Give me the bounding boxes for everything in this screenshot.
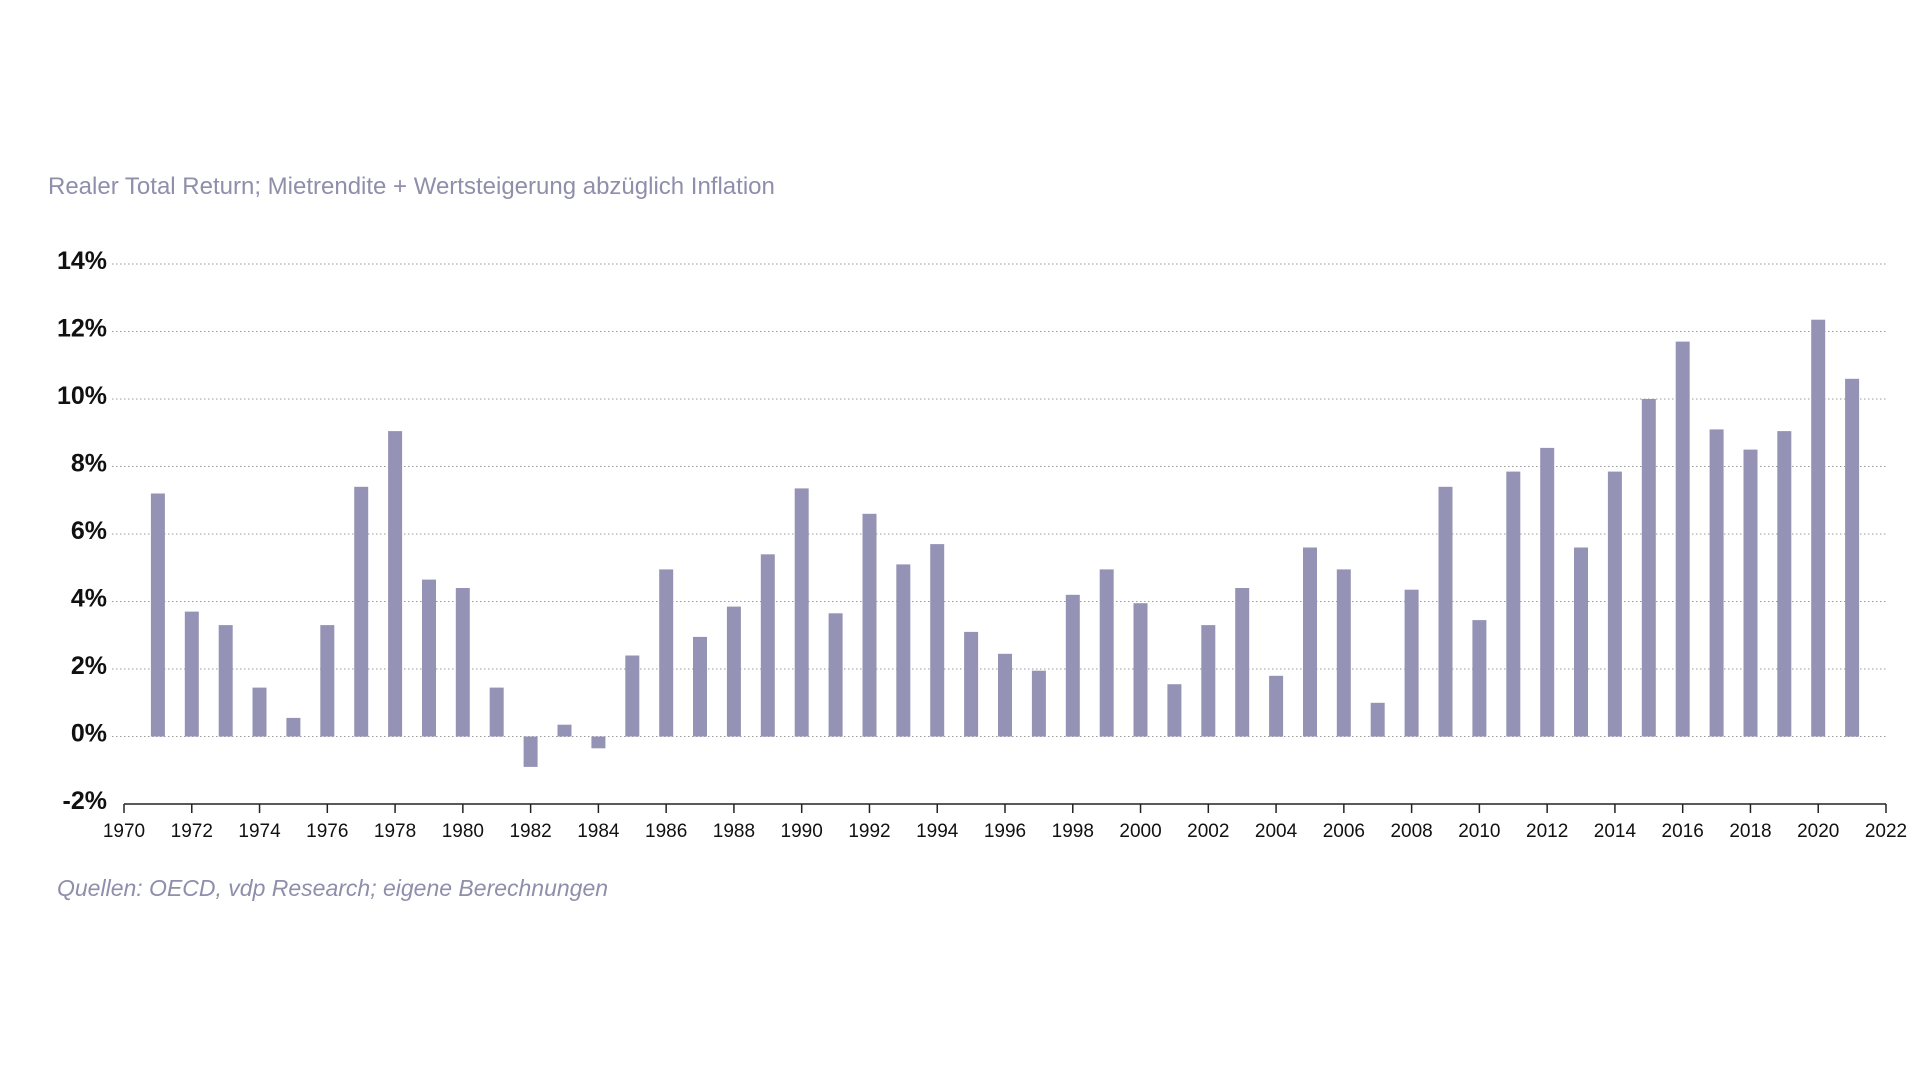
bar-1986: [659, 569, 674, 737]
x-tick-label: 2010: [1458, 821, 1500, 842]
y-tick-label: -2%: [63, 787, 107, 815]
x-tick-label: 1970: [103, 821, 145, 842]
y-tick-label: 10%: [57, 382, 107, 410]
bar-2019: [1777, 431, 1792, 737]
bar-2014: [1607, 471, 1622, 737]
y-tick-label: 8%: [71, 450, 107, 478]
bar-2018: [1743, 449, 1758, 737]
bar-1995: [964, 631, 979, 737]
x-tick-label: 2002: [1187, 821, 1229, 842]
bar-2012: [1540, 447, 1555, 737]
bar-1998: [1065, 594, 1080, 737]
bar-1976: [320, 625, 335, 737]
bar-2007: [1370, 702, 1385, 737]
y-tick-label: 12%: [57, 315, 107, 343]
bar-2020: [1811, 319, 1826, 737]
bar-1982: [523, 736, 538, 767]
x-tick-labels: 1970 1972 1974 1976 1978 1980 1982 1984 1986 1988…: [103, 821, 1907, 842]
x-tick-label: 2008: [1390, 821, 1432, 842]
bar-1999: [1099, 569, 1114, 737]
x-tick-label: 1980: [442, 821, 484, 842]
x-tick-label: 2022: [1865, 821, 1907, 842]
bar-1993: [896, 564, 911, 737]
y-tick-labels: -2% 0% 2% 4% 6% 8% 10% 12% 14%: [57, 247, 107, 815]
x-axis: [123, 803, 1887, 813]
y-tick-label: 0%: [71, 720, 107, 748]
bar-1978: [388, 431, 403, 737]
bar-1980: [455, 588, 470, 737]
x-tick-label: 1972: [171, 821, 213, 842]
bar-1991: [828, 613, 843, 737]
bar-2008: [1404, 589, 1419, 737]
x-tick-label: 2000: [1119, 821, 1161, 842]
x-tick-label: 2020: [1797, 821, 1839, 842]
bar-2016: [1675, 341, 1690, 737]
bar-2004: [1269, 675, 1284, 737]
x-tick-label: 1996: [984, 821, 1026, 842]
y-tick-label: 6%: [71, 517, 107, 545]
bar-2010: [1472, 620, 1487, 737]
x-tick-label: 2014: [1594, 821, 1637, 842]
bar-1975: [286, 717, 301, 737]
chart-subtitle: Realer Total Return; Mietrendite + Werts…: [48, 173, 775, 200]
x-tick-label: 2012: [1526, 821, 1568, 842]
bar-2009: [1438, 486, 1453, 737]
x-tick-label: 2006: [1323, 821, 1365, 842]
bar-1983: [557, 724, 572, 737]
bar-2021: [1845, 378, 1860, 737]
bar-1984: [591, 736, 606, 749]
x-tick-label: 1976: [306, 821, 348, 842]
bar-1994: [930, 544, 945, 737]
bar-2017: [1709, 429, 1724, 737]
bar-2005: [1303, 547, 1317, 737]
y-tick-label: 4%: [71, 585, 107, 613]
bar-1973: [218, 625, 233, 737]
x-tick-label: 1982: [509, 821, 551, 842]
y-tick-label: 2%: [71, 652, 107, 680]
bar-1971: [150, 493, 165, 737]
bar-2003: [1235, 588, 1250, 737]
x-tick-label: 2018: [1729, 821, 1771, 842]
bar-1997: [1031, 670, 1046, 737]
x-tick-label: 1988: [713, 821, 755, 842]
bar-1985: [625, 655, 640, 737]
x-tick-label: 2016: [1662, 821, 1704, 842]
bar-2011: [1506, 471, 1521, 737]
bar-1988: [726, 606, 741, 737]
x-tick-label: 2004: [1255, 821, 1298, 842]
bar-2001: [1167, 684, 1182, 737]
x-tick-label: 1984: [577, 821, 620, 842]
x-tick-label: 1990: [781, 821, 823, 842]
x-tick-label: 1974: [238, 821, 281, 842]
x-tick-label: 1978: [374, 821, 416, 842]
bar-1987: [693, 636, 707, 737]
bar-1992: [862, 513, 877, 737]
y-tick-label: 14%: [57, 247, 107, 275]
x-tick-label: 1986: [645, 821, 687, 842]
bar-1989: [760, 554, 775, 737]
bar-2006: [1336, 569, 1351, 737]
bar-1977: [354, 486, 369, 737]
bar-2015: [1641, 399, 1656, 737]
bars: [150, 319, 1860, 767]
x-tick-label: 1994: [916, 821, 959, 842]
bar-1996: [998, 653, 1012, 737]
x-tick-label: 1992: [848, 821, 890, 842]
source-note: Quellen: OECD, vdp Research; eigene Bere…: [57, 875, 609, 901]
x-tick-label: 1998: [1052, 821, 1094, 842]
bar-1990: [794, 488, 809, 737]
bar-1979: [422, 579, 436, 737]
bar-2000: [1133, 603, 1148, 737]
bar-2002: [1201, 625, 1216, 737]
bar-2013: [1574, 547, 1588, 737]
bar-1974: [252, 687, 267, 737]
bar-1972: [184, 611, 199, 737]
bar-1981: [489, 687, 504, 737]
